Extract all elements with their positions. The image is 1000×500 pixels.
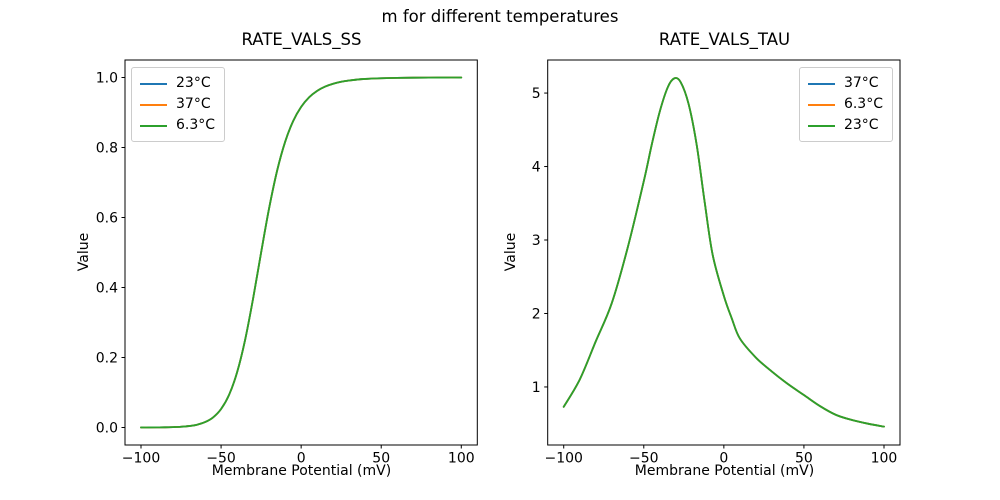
legend-entry: 6.3°C — [140, 115, 215, 136]
y-tick-label: 0.6 — [96, 211, 118, 227]
x-tick-label: −50 — [629, 451, 659, 467]
legend-entry: 37°C — [140, 94, 215, 115]
legend-entry: 23°C — [140, 73, 215, 94]
y-tick-label: 0.4 — [96, 281, 118, 297]
x-tick-label: 100 — [448, 451, 475, 467]
y-tick-label: 0.8 — [96, 141, 118, 157]
legend-entry-label: 23°C — [176, 75, 211, 91]
figure-title: m for different temperatures — [381, 7, 619, 26]
x-tick-label: 100 — [871, 451, 898, 467]
legend-line-swatch — [140, 124, 167, 127]
y-tick-label: 3 — [532, 233, 541, 249]
tau-y-axis-label: Value — [503, 232, 519, 272]
y-tick-label: 5 — [532, 86, 541, 102]
y-tick-label: 4 — [532, 160, 541, 176]
ss-plot-title: RATE_VALS_SS — [241, 30, 362, 49]
legend-line-swatch — [807, 124, 835, 127]
x-tick-label: −50 — [206, 451, 236, 467]
legend-line-swatch — [807, 103, 835, 106]
y-tick-label: 1 — [532, 380, 541, 396]
legend-entry-label: 6.3°C — [843, 96, 883, 112]
x-tick-label: 50 — [372, 451, 390, 467]
legend-entry: 6.3°C — [807, 94, 883, 115]
tau-legend: 37°C 6.3°C 23°C — [798, 67, 893, 142]
legend-line-swatch — [140, 103, 167, 106]
x-tick-label: −100 — [544, 451, 582, 467]
x-tick-label: 0 — [719, 451, 728, 467]
y-tick-label: 0.0 — [96, 421, 118, 437]
legend-line-swatch — [807, 82, 835, 85]
legend-line-swatch — [140, 82, 167, 85]
tau-x-axis-label: Membrane Potential (mV) — [634, 463, 815, 479]
tau-plot-title: RATE_VALS_TAU — [658, 30, 791, 49]
legend-entry-label: 23°C — [843, 117, 879, 133]
ss-x-axis-label: Membrane Potential (mV) — [211, 463, 392, 479]
y-tick-label: 2 — [532, 306, 541, 322]
ss-y-axis-label: Value — [76, 232, 92, 272]
x-tick-label: 0 — [297, 451, 306, 467]
x-tick-label: −100 — [122, 451, 160, 467]
x-tick-label: 50 — [795, 451, 813, 467]
series-line-23°C — [562, 77, 885, 428]
legend-entry-label: 6.3°C — [176, 117, 216, 133]
y-tick-label: 0.2 — [96, 351, 118, 367]
legend-entry: 23°C — [807, 115, 883, 136]
legend-entry-label: 37°C — [176, 96, 211, 112]
ss-legend: 23°C 37°C 6.3°C — [131, 67, 226, 142]
legend-entry-label: 37°C — [843, 75, 879, 91]
y-tick-label: 1.0 — [96, 71, 118, 87]
legend-entry: 37°C — [807, 73, 883, 94]
series-line-6.3°C — [140, 76, 463, 429]
